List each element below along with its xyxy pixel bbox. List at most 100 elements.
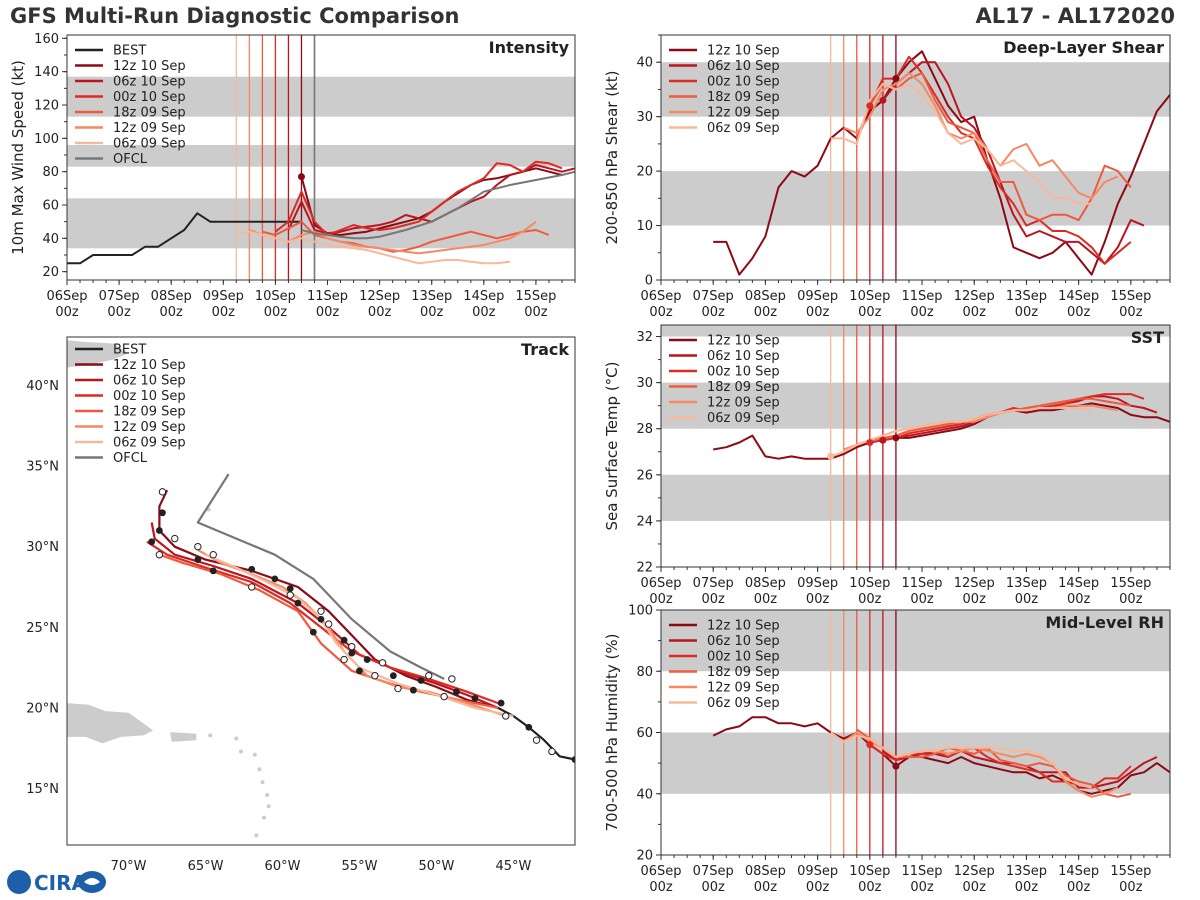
x-tick-label-day: 09Sep	[797, 289, 838, 304]
legend-label: 06z 10 Sep	[707, 59, 780, 74]
figure-title: GFS Multi-Run Diagnostic Comparison	[10, 4, 460, 28]
shaded-band	[661, 610, 1170, 672]
lat-tick-label: 25°N	[26, 621, 59, 636]
x-tick-label-hour: 00z	[754, 305, 778, 320]
island-shape	[254, 833, 259, 838]
x-tick-label-hour: 00z	[1119, 880, 1143, 895]
x-tick-label-hour: 00z	[858, 305, 882, 320]
shaded-band	[661, 382, 1170, 429]
panel-title: Mid-Level RH	[1045, 613, 1164, 632]
x-tick-label-hour: 00z	[963, 305, 987, 320]
track-point-12z	[209, 551, 217, 559]
shaded-band	[67, 76, 575, 117]
island-shape	[270, 848, 274, 852]
series-line-12z-09-sep	[843, 72, 1119, 200]
x-tick-label-hour: 00z	[160, 305, 184, 320]
legend-label: 12z 10 Sep	[707, 44, 780, 59]
plot-frame	[66, 336, 576, 846]
lon-tick-label: 60°W	[265, 859, 301, 874]
x-tick-label-day: 14Sep	[463, 289, 504, 304]
track-line-06z-10-sep	[150, 522, 499, 709]
legend-label: 06z 10 Sep	[707, 634, 780, 649]
y-tick-label: 26	[636, 468, 653, 483]
x-tick-label-day: 06Sep	[640, 864, 681, 879]
lat-tick-label: 20°N	[26, 701, 59, 716]
y-tick-label: 22	[636, 561, 653, 576]
x-tick-label-day: 10Sep	[849, 576, 890, 591]
series-marker	[866, 102, 874, 110]
x-tick-label-day: 12Sep	[359, 289, 400, 304]
track-point-00z	[209, 567, 217, 575]
y-tick-label: 160	[34, 32, 59, 47]
x-tick-label-day: 12Sep	[954, 864, 995, 879]
series-line-00z-10-sep	[869, 743, 1132, 789]
track-point-00z	[363, 656, 371, 663]
x-tick-label-day: 15Sep	[515, 289, 556, 304]
lon-tick-label: 45°W	[495, 859, 531, 874]
series-marker	[879, 436, 887, 444]
x-tick-label-hour: 00z	[1015, 305, 1039, 320]
track-point-12z	[158, 488, 167, 496]
track-point-00z	[497, 699, 505, 707]
x-tick-label-day: 09Sep	[797, 576, 838, 591]
track-point-12z	[394, 684, 402, 693]
track-point-00z	[294, 599, 302, 607]
x-tick-label-hour: 00z	[1119, 305, 1143, 320]
plot-area	[661, 325, 1170, 567]
legend-label: 12z 10 Sep	[113, 358, 186, 373]
lon-tick-label: 70°W	[111, 859, 147, 874]
legend-label: 12z 09 Sep	[113, 420, 186, 435]
lat-tick-label: 15°N	[26, 782, 59, 797]
x-tick-label-hour: 00z	[1067, 592, 1091, 607]
shaded-band	[661, 474, 1170, 521]
track-point-12z	[286, 591, 294, 599]
x-tick-label-hour: 00z	[264, 305, 288, 320]
track-point-12z	[378, 659, 387, 667]
legend-label: OFCL	[113, 451, 148, 466]
series-line-06z-10-sep	[882, 749, 1158, 789]
shaded-band	[661, 171, 1170, 226]
legend-label: 00z 10 Sep	[707, 365, 780, 380]
track-point-00z	[356, 667, 363, 675]
x-tick-label-hour: 00z	[806, 880, 830, 895]
x-tick-label-day: 15Sep	[1110, 576, 1151, 591]
land-shape	[170, 732, 197, 742]
track-point-12z	[155, 551, 164, 559]
track-point-00z	[317, 615, 325, 623]
legend-label: 12z 09 Sep	[113, 121, 186, 136]
track-point-12z	[448, 675, 456, 683]
series-line-12z-09-sep	[249, 220, 537, 255]
series-marker	[866, 439, 874, 447]
legend-label: 06z 10 Sep	[113, 374, 186, 389]
x-tick-label-hour: 00z	[806, 592, 830, 607]
x-tick-label-hour: 00z	[368, 305, 392, 320]
track-point-00z	[155, 527, 163, 534]
x-tick-label-hour: 00z	[1015, 592, 1039, 607]
island-shape	[265, 793, 270, 798]
track-point-00z	[417, 677, 425, 684]
x-tick-label-day: 11Sep	[307, 289, 348, 304]
y-tick-label: 60	[636, 726, 653, 741]
legend-label: 18z 09 Sep	[113, 405, 186, 420]
track-line-12z-10-sep	[158, 489, 499, 709]
x-tick-label-hour: 00z	[212, 305, 236, 320]
x-tick-label-hour: 00z	[649, 592, 673, 607]
track-point-00z	[348, 649, 356, 657]
shaded-band	[67, 198, 575, 249]
y-tick-label: 60	[42, 199, 59, 214]
track-point-00z	[471, 694, 479, 702]
plot-frame	[660, 34, 1171, 281]
y-tick-label: 100	[34, 132, 59, 147]
x-tick-label-day: 08Sep	[745, 289, 786, 304]
series-marker	[892, 434, 900, 442]
legend-label: 06z 09 Sep	[707, 121, 780, 136]
x-tick-label-day: 11Sep	[902, 289, 943, 304]
x-tick-label-day: 10Sep	[255, 289, 296, 304]
x-tick-label-hour: 00z	[649, 305, 673, 320]
x-tick-label-hour: 00z	[524, 305, 548, 320]
x-tick-label-hour: 00z	[702, 592, 726, 607]
